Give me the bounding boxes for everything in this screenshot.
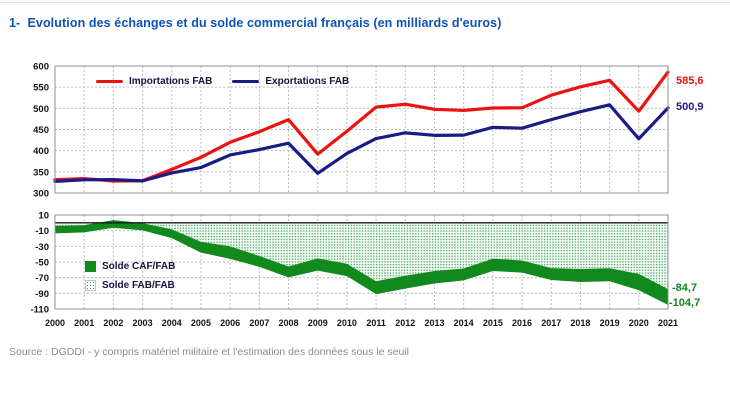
legend-label-exportations: Exportations FAB (265, 76, 350, 87)
top-chart-legend: Importations FAB Exportations FAB (96, 76, 349, 87)
legend-item-importations: Importations FAB (96, 76, 212, 87)
legend-label-solde-caf: Solde CAF/FAB (102, 261, 176, 272)
bottom-chart-legend: Solde CAF/FAB Solde FAB/FAB (85, 261, 175, 291)
figure-title: 1- Evolution des échanges et du solde co… (9, 16, 502, 30)
y-tick-label: 350 (33, 167, 49, 178)
importations-line-swatch (96, 79, 123, 84)
y-tick-label: 500 (33, 104, 49, 115)
charts-canvas: 600 550 500 450 400 350 300 10 -10 -30 -50 -70 -90 -1… (31, 62, 679, 329)
x-axis-label: 2018 (570, 318, 590, 328)
x-axis-label: 2004 (162, 318, 182, 328)
x-axis-label: 2005 (191, 318, 211, 328)
importations-line (53, 70, 670, 183)
x-axis-label: 2020 (629, 318, 649, 328)
page-top-rule (0, 2, 730, 3)
x-axis-label: 2019 (600, 318, 620, 328)
y-tick-label: 450 (33, 125, 49, 136)
x-axis-label: 2006 (220, 318, 240, 328)
x-axis-label: 2010 (337, 318, 357, 328)
y-tick-label: 10 (38, 211, 49, 222)
solde-fab-swatch (85, 280, 96, 291)
solde-caf-end-value: -104,7 (669, 297, 701, 309)
x-axis-label: 2016 (512, 318, 532, 328)
solde-caf-swatch (85, 261, 96, 272)
legend-label-importations: Importations FAB (129, 76, 213, 87)
legend-label-solde-fab: Solde FAB/FAB (102, 280, 175, 291)
y-tick-label: -70 (35, 273, 49, 284)
x-axis-label: 2011 (366, 318, 386, 328)
solde-fab-end-value: -84,7 (672, 282, 698, 294)
y-tick-label: -10 (35, 226, 49, 237)
y-tick-label: 550 (33, 83, 49, 94)
y-tick-label: -110 (31, 305, 50, 316)
x-axis-label: 2014 (454, 318, 474, 328)
x-axis-label: 2001 (74, 318, 94, 328)
exportations-line-swatch (232, 79, 260, 84)
x-axis-label: 2015 (483, 318, 503, 328)
legend-item-solde-caf: Solde CAF/FAB (85, 261, 175, 272)
source-note: Source : DGDDI - y compris matériel mili… (9, 346, 409, 358)
y-tick-label: 300 (33, 189, 49, 200)
x-axis-label: 2007 (249, 318, 269, 328)
x-axis-label: 2000 (45, 318, 65, 328)
plot-border (54, 214, 669, 310)
exportations-line (53, 103, 670, 183)
x-axis-label: 2008 (279, 318, 299, 328)
y-tick-label: -50 (35, 258, 49, 269)
solde-fab-fab-area (55, 220, 668, 290)
plot-border (54, 65, 669, 194)
y-tick-label: -30 (35, 242, 49, 253)
y-tick-label: 600 (33, 62, 49, 73)
exports-end-value: 500,9 (676, 101, 704, 113)
imports-end-value: 585,6 (676, 75, 704, 87)
y-tick-label: -90 (35, 289, 49, 300)
y-tick-label: 400 (33, 146, 49, 157)
x-axis-label: 2009 (308, 318, 328, 328)
x-axis-label: 2003 (133, 318, 153, 328)
x-axis-label: 2013 (424, 318, 444, 328)
x-axis-label: 2017 (541, 318, 561, 328)
legend-item-exportations: Exportations FAB (232, 76, 349, 87)
x-axis-label: 2021 (658, 318, 678, 328)
x-axis-label: 2012 (395, 318, 415, 328)
x-axis-label: 2002 (103, 318, 123, 328)
legend-item-solde-fab: Solde FAB/FAB (85, 280, 175, 291)
